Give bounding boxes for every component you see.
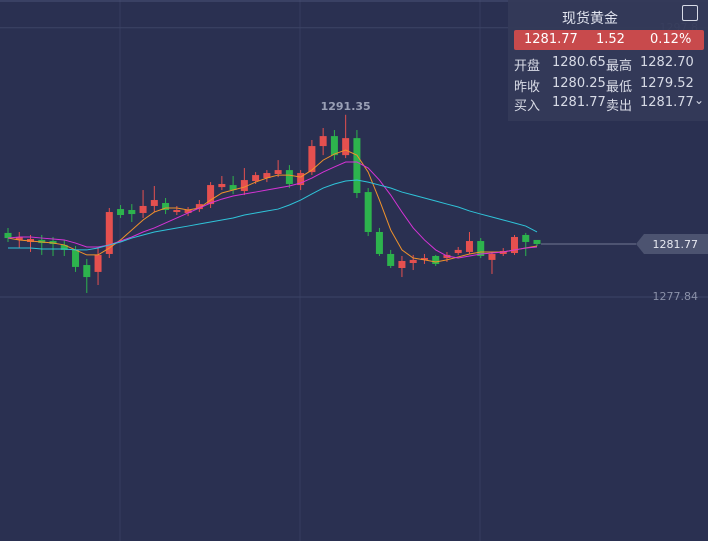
candle-body xyxy=(477,241,485,257)
candle-body xyxy=(60,244,68,250)
candle-body xyxy=(83,265,91,278)
candle-body xyxy=(128,210,136,215)
candle-body xyxy=(173,210,181,213)
value: 1281.77 xyxy=(640,95,694,110)
change-pct: 0.12% xyxy=(650,32,692,47)
candle-body xyxy=(342,138,350,156)
candle-body xyxy=(510,236,518,254)
candle-body xyxy=(420,258,428,260)
value: 1280.65 xyxy=(552,55,606,70)
candle-body xyxy=(488,253,496,260)
candle-body xyxy=(105,212,113,254)
candle-body xyxy=(27,239,35,242)
value: 1281.77 xyxy=(552,95,606,110)
candle-body xyxy=(240,180,248,191)
candle-body xyxy=(94,254,102,272)
label: 开盘 xyxy=(514,59,541,74)
candle-body xyxy=(184,210,192,213)
last-price-tag xyxy=(636,233,708,254)
candle-body xyxy=(139,205,147,213)
value: 1280.25 xyxy=(552,76,606,91)
candle-body xyxy=(285,170,293,184)
quote-title: 现货黄金 xyxy=(562,11,618,27)
candle-body xyxy=(499,251,507,254)
panel-toggle[interactable] xyxy=(682,5,698,21)
label: 昨收 xyxy=(514,80,541,95)
candle-body xyxy=(207,185,215,205)
ma-line xyxy=(7,149,538,263)
candle-body xyxy=(252,175,260,182)
candle-body xyxy=(274,170,282,174)
candle-body xyxy=(218,183,226,188)
candle-body xyxy=(49,241,57,244)
candle-body xyxy=(522,234,530,242)
last-price-label: 1281.77 xyxy=(653,238,699,251)
value: 1279.52 xyxy=(640,76,694,91)
candle-body xyxy=(195,204,203,210)
change: 1.52 xyxy=(596,32,625,47)
ma-line xyxy=(7,161,538,259)
candle-body xyxy=(72,249,80,267)
candle-body xyxy=(4,232,12,239)
quote-panel: 现货黄金 1281.77 1.52 0.12% 开盘 1280.65 最高 12… xyxy=(508,0,708,121)
candle-body xyxy=(229,185,237,191)
candle-body xyxy=(454,249,462,254)
expand-chevron[interactable]: ⌄ xyxy=(694,93,705,107)
candle-body xyxy=(364,192,372,232)
candle-body xyxy=(319,136,327,147)
ma-line xyxy=(8,179,538,251)
candle-body xyxy=(432,256,440,264)
high-label: 1291.35 xyxy=(321,100,371,113)
candle-body xyxy=(387,253,395,266)
candle-body xyxy=(353,138,361,194)
label: 最高 xyxy=(606,59,633,74)
candle-body xyxy=(15,236,23,240)
candle-body xyxy=(409,259,417,264)
candle-body xyxy=(375,231,383,254)
candle-body xyxy=(117,209,125,215)
y-tick-label: 1277.84 xyxy=(653,290,699,303)
label: 最低 xyxy=(606,80,633,95)
candle-body xyxy=(150,200,158,206)
value: 1282.70 xyxy=(640,55,694,70)
candle-body xyxy=(263,173,271,179)
candle-body xyxy=(465,241,473,252)
candle-body xyxy=(162,202,170,211)
label: 卖出 xyxy=(606,99,633,114)
candle-body xyxy=(330,136,338,156)
price: 1281.77 xyxy=(524,32,578,47)
candle-body xyxy=(533,239,541,244)
price-bar: 1281.77 1.52 0.12% xyxy=(514,30,704,50)
candle-body xyxy=(398,260,406,269)
candle-body xyxy=(308,146,316,173)
label: 买入 xyxy=(514,99,541,114)
candle-body xyxy=(297,173,305,186)
